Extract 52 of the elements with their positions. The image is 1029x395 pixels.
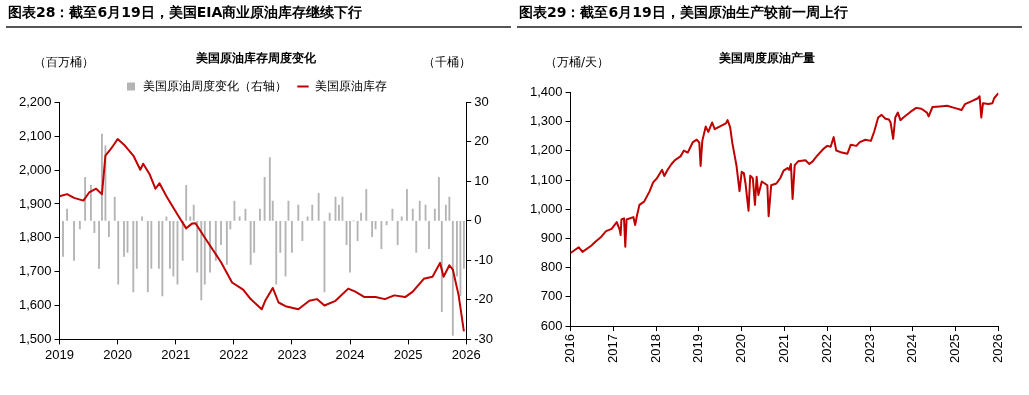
y-tick-label: 2,200	[18, 93, 52, 109]
x-tick-label: 2017	[604, 334, 620, 363]
y-tick-label: 1,300	[529, 113, 563, 129]
x-tick-label: 2019	[45, 346, 74, 362]
y-tick-label: 1,700	[18, 263, 52, 279]
x-tick-label: 2026	[989, 334, 1005, 363]
x-tick-label: 2021	[776, 334, 792, 363]
x-tick-label: 2022	[818, 334, 834, 363]
x-tick-label: 2025	[393, 346, 423, 362]
y-tick-label: 2,000	[18, 161, 52, 177]
x-tick-label: 2018	[647, 334, 663, 363]
y2-tick-label: 30	[474, 93, 489, 109]
y-tick-label: 1,400	[529, 83, 563, 99]
x-tick-label: 2021	[161, 346, 191, 362]
y2-tick-label: -10	[474, 251, 494, 267]
chart-title: 图表28：截至6月19日，美国EIA商业原油库存继续下行	[6, 0, 511, 28]
y-tick-label: 600	[540, 317, 563, 333]
y-tick-label: 1,900	[18, 195, 52, 211]
y-tick-label: 2,100	[18, 127, 52, 143]
x-tick-label: 2020	[733, 334, 749, 363]
y-tick-label: 900	[540, 230, 563, 246]
x-tick-label: 2020	[103, 346, 133, 362]
y-tick-label: 700	[540, 288, 563, 304]
y2-axis-title: （千桶）	[423, 54, 471, 71]
y-tick-label: 1,200	[529, 142, 563, 158]
x-tick-label: 2022	[219, 346, 249, 362]
x-tick-label: 2024	[335, 346, 365, 362]
x-tick-label: 2023	[861, 334, 877, 363]
chart-subtitle: 美国原油库存周度变化	[195, 51, 317, 66]
x-tick-label: 2024	[904, 334, 920, 363]
chart-subtitle: 美国周度原油产量	[718, 51, 815, 66]
x-tick-label: 2019	[690, 334, 706, 363]
y2-tick-label: 0	[474, 212, 482, 228]
x-tick-label: 2025	[947, 334, 963, 363]
y-tick-label: 1,800	[18, 229, 52, 245]
y-tick-label: 800	[540, 259, 563, 275]
chart-title: 图表29：截至6月19日，美国原油生产较前一周上行	[517, 0, 1022, 28]
y-axis-title: （万桶/天）	[545, 54, 610, 71]
legend-label: 美国原油周度变化（右轴）	[143, 78, 287, 93]
y-tick-label: 1,500	[18, 330, 52, 346]
y-tick-label: 1,000	[529, 200, 563, 216]
y-axis-title: （百万桶）	[34, 54, 94, 71]
x-tick-label: 2026	[451, 346, 481, 362]
y-tick-label: 1,600	[18, 297, 52, 313]
y2-tick-label: 10	[474, 172, 489, 188]
y2-tick-label: -30	[474, 330, 494, 346]
legend-label: 美国原油库存	[315, 78, 387, 93]
y2-tick-label: 20	[474, 133, 489, 149]
y-tick-label: 1,100	[529, 171, 563, 187]
x-tick-label: 2023	[277, 346, 307, 362]
y2-tick-label: -20	[474, 291, 494, 307]
x-tick-label: 2016	[562, 334, 578, 363]
